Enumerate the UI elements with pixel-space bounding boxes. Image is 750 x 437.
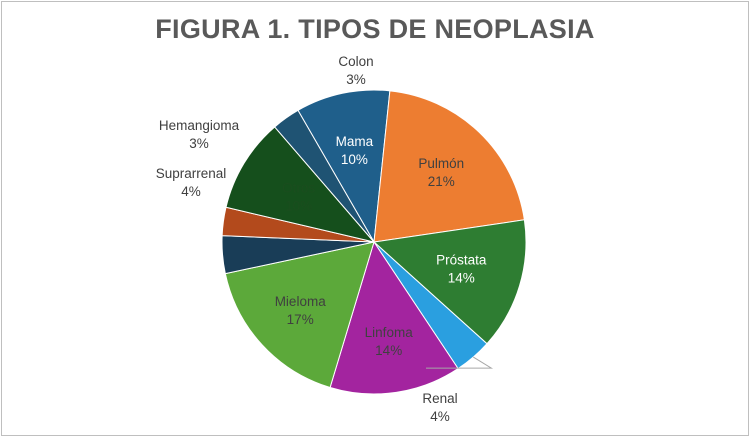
data-label-mieloma: Mieloma 17% [275, 294, 327, 327]
slice-name-otros: Otros [282, 180, 315, 195]
data-label-pulmon: Pulmón 21% [418, 156, 464, 189]
slice-name-mieloma: Mieloma [275, 294, 327, 309]
data-label-prostata: Próstata 14% [436, 252, 487, 285]
slice-percent-pulmon: 21% [428, 174, 455, 189]
chart-title: FIGURA 1. TIPOS DE NEOPLASIA [155, 14, 595, 44]
slice-percent-suprarrenal: 4% [181, 184, 201, 199]
slice-percent-linfoma: 14% [375, 343, 402, 358]
slice-name-colon: Colon [338, 54, 373, 69]
pie-slice-prostata [372, 219, 527, 345]
slice-percent-prostata: 14% [448, 270, 475, 285]
slice-percent-mama: 10% [341, 152, 368, 167]
data-label-linfoma: Linfoma 14% [365, 325, 414, 358]
pie-slice-pulmon [373, 90, 525, 243]
data-label-hemangioma: Hemangioma 3% [159, 118, 240, 151]
slice-name-mama: Mama [336, 134, 374, 149]
pie-slice-mama [297, 89, 391, 244]
pie-slice-linfoma [329, 240, 459, 395]
pie-slice-otros [225, 126, 376, 243]
leader-line-renal [426, 356, 494, 369]
data-label-colon: Colon 3% [338, 54, 373, 87]
slice-name-prostata: Próstata [436, 252, 487, 267]
slice-percent-renal: 4% [430, 409, 450, 424]
slice-percent-otros: 10% [285, 198, 312, 213]
data-label-mama: Mama 10% [336, 134, 374, 167]
slice-name-renal: Renal [422, 391, 457, 406]
slice-name-pulmon: Pulmón [418, 156, 464, 171]
slice-percent-colon: 3% [346, 72, 366, 87]
slice-name-hemangioma: Hemangioma [159, 118, 240, 133]
data-label-renal: Renal 4% [422, 391, 457, 424]
slice-name-linfoma: Linfoma [365, 325, 414, 340]
slice-percent-hemangioma: 3% [189, 136, 209, 151]
data-label-suprarrenal: Suprarrenal 4% [156, 166, 227, 199]
slice-name-suprarrenal: Suprarrenal [156, 166, 227, 181]
slice-percent-mieloma: 17% [287, 312, 314, 327]
pie-slice-colon [273, 109, 375, 243]
pie-slice-mieloma [224, 241, 375, 389]
data-label-otros: Otros 10% [282, 180, 315, 213]
